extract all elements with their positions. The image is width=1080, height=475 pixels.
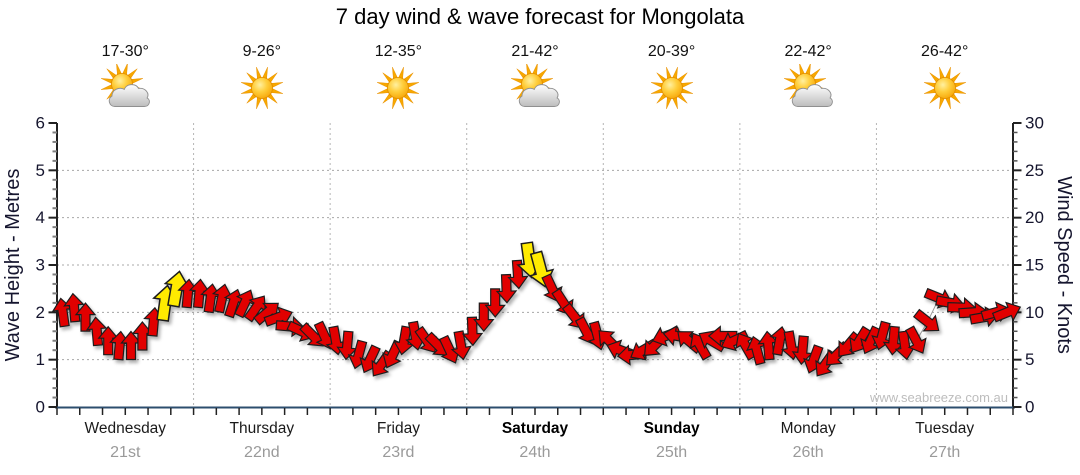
watermark: www.seabreeze.com.au <box>869 390 1008 405</box>
temperature-range-label: 9-26° <box>242 43 282 60</box>
day-date-label: 27th <box>929 444 960 461</box>
svg-text:1: 1 <box>36 350 45 369</box>
svg-text:30: 30 <box>1025 114 1044 133</box>
day-forecast-column: 20-39° <box>602 42 742 112</box>
wind-arrow <box>904 325 927 354</box>
wind-arrow <box>74 302 97 332</box>
day-date-label: 26th <box>793 444 824 461</box>
day-forecast-column: 17-30° <box>55 42 195 112</box>
day-forecast-column: 9-26° <box>192 42 332 112</box>
wind-arrow <box>991 301 1022 323</box>
svg-text:5: 5 <box>1025 350 1034 369</box>
svg-text:3: 3 <box>36 256 45 275</box>
svg-text:25: 25 <box>1025 161 1044 180</box>
right-axis-ticks: 0 5 10 15 20 25 30 <box>1013 114 1044 417</box>
day-name-label: Saturday <box>502 420 569 437</box>
day-forecast-column: 21-42° <box>465 42 605 112</box>
day-name-label: Sunday <box>644 420 700 437</box>
left-axis-ticks: 0 1 2 3 4 5 6 <box>36 114 57 417</box>
day-name-label: Monday <box>781 420 836 437</box>
svg-text:5: 5 <box>36 161 45 180</box>
wind-arrow <box>461 316 484 347</box>
sun-icon <box>602 64 742 112</box>
sun-icon <box>192 64 332 112</box>
wind-arrows <box>51 241 1022 377</box>
day-date-label: 25th <box>656 444 687 461</box>
day-date-label: 22nd <box>244 444 280 461</box>
wind-arrow <box>912 308 940 332</box>
wind-arrow <box>473 302 495 333</box>
wind-arrow <box>450 330 472 361</box>
day-forecast-column: 12-35° <box>328 42 468 112</box>
temperature-range-label: 12-35° <box>374 43 423 60</box>
sun-icon <box>875 64 1015 112</box>
day-forecast-column: 26-42° <box>875 42 1015 112</box>
svg-text:15: 15 <box>1025 256 1044 275</box>
day-date-label: 24th <box>519 444 550 461</box>
wind-arrow <box>507 259 529 290</box>
day-name-label: Tuesday <box>915 420 974 437</box>
temperature-range-label: 17-30° <box>101 43 149 60</box>
svg-text:4: 4 <box>36 208 45 227</box>
wind-arrow <box>484 288 506 318</box>
svg-text:6: 6 <box>36 114 45 133</box>
svg-text:2: 2 <box>36 303 45 322</box>
day-forecast-column: 22-42° <box>738 42 878 112</box>
svg-text:0: 0 <box>36 398 45 417</box>
gridlines <box>57 123 1013 407</box>
temperature-range-label: 22-42° <box>784 43 832 60</box>
temperature-range-label: 26-42° <box>921 43 969 60</box>
chart-title: 7 day wind & wave forecast for Mongolata <box>335 4 745 29</box>
wind-arrow <box>838 331 862 357</box>
bottom-axis-ticks <box>56 408 1014 415</box>
day-name-label: Wednesday <box>84 420 166 437</box>
svg-text:20: 20 <box>1025 208 1044 227</box>
svg-text:10: 10 <box>1025 303 1044 322</box>
sun-icon <box>328 64 468 112</box>
sun-cloud-icon <box>465 63 605 112</box>
day-name-label: Thursday <box>230 420 295 437</box>
day-name-label: Friday <box>377 420 420 437</box>
temperature-range-label: 21-42° <box>511 43 559 60</box>
temperature-range-label: 20-39° <box>647 43 696 60</box>
day-date-label: 23rd <box>382 444 414 461</box>
sun-cloud-icon <box>738 63 878 112</box>
day-date-label: 21st <box>110 444 141 461</box>
sun-cloud-icon <box>55 63 195 112</box>
wind-arrow <box>495 273 518 304</box>
day-labels: Wednesday 21st Thursday 22nd Friday 23rd Satur… <box>84 420 974 461</box>
svg-text:0: 0 <box>1025 398 1034 417</box>
